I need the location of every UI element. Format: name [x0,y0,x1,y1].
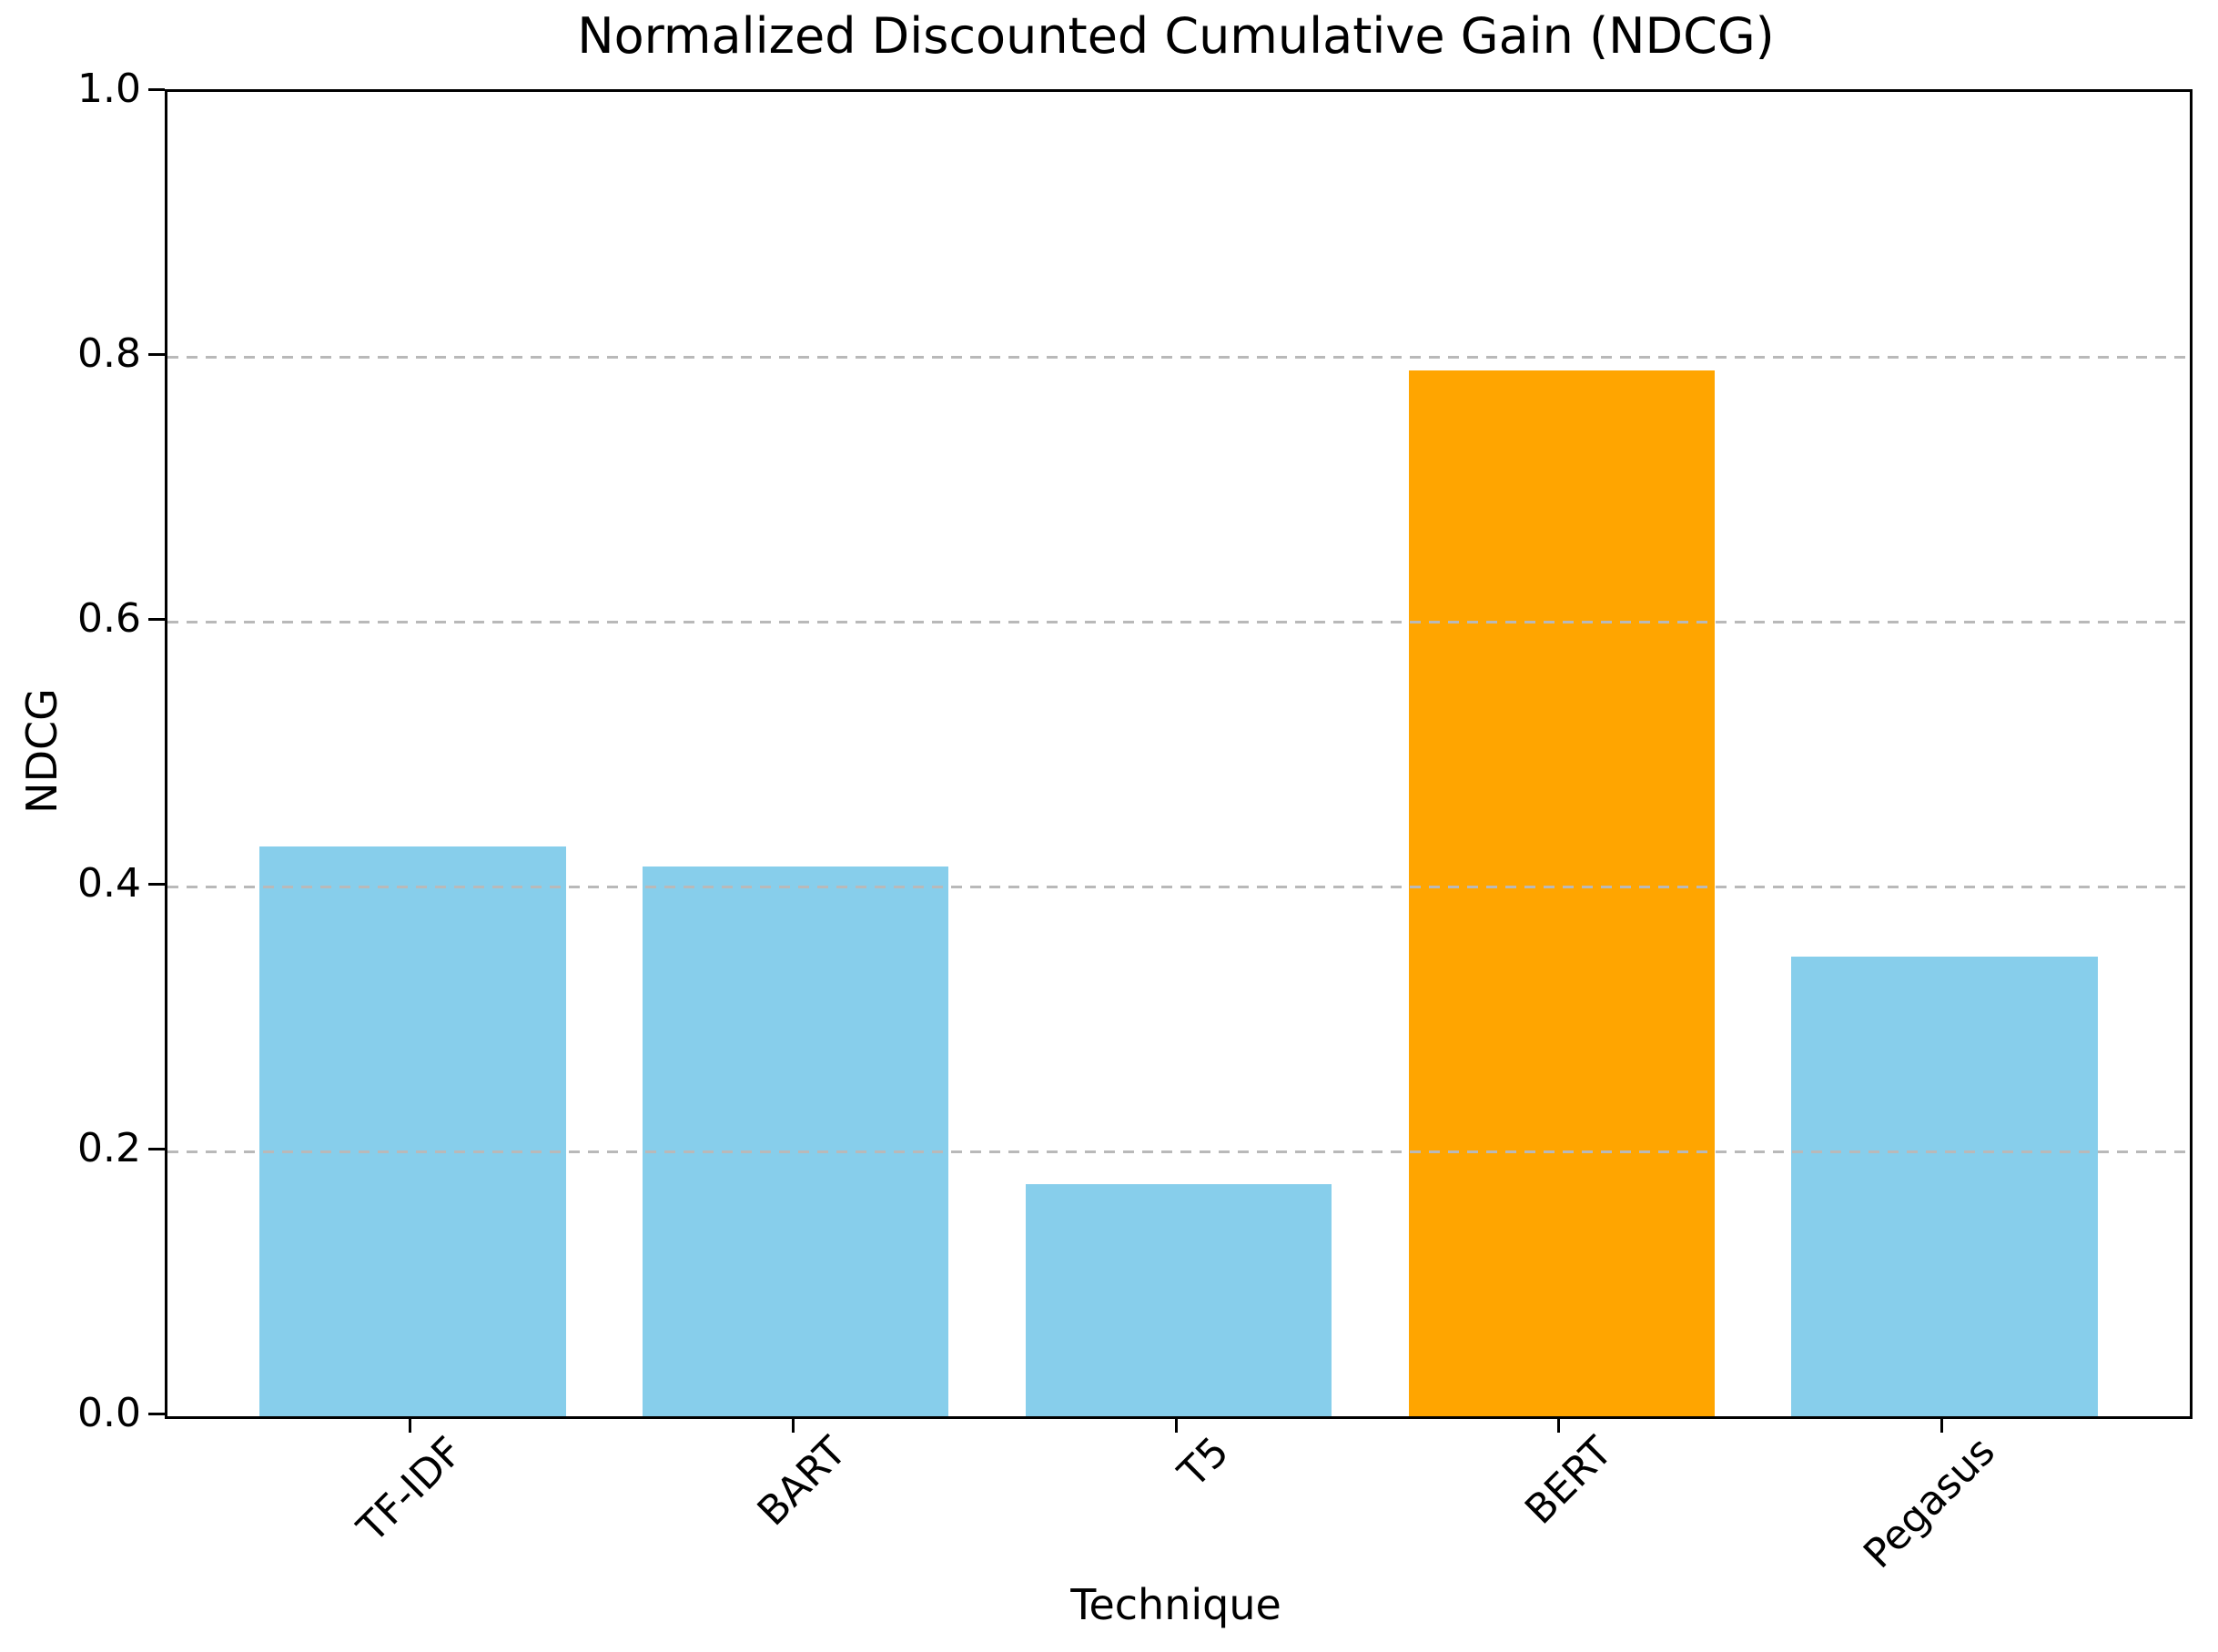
bar-t5 [1025,1184,1332,1416]
x-tick-label-bert: BERT [1515,1428,1622,1534]
x-tick-label-t5: T5 [1170,1428,1239,1497]
chart-title: Normalized Discounted Cumulative Gain (N… [577,7,1775,65]
plot-area [165,89,2193,1419]
bar-tfidf [259,846,566,1416]
y-tick-label-0.2: 0.2 [77,1125,141,1171]
x-tick-bert [1557,1416,1561,1433]
y-tick-0.4 [148,882,165,886]
gridline-0.6 [167,620,2190,623]
x-tick-label-tfidf: TF-IDF [349,1428,472,1552]
gridline-0.2 [167,1150,2190,1153]
y-tick-1.0 [148,87,165,91]
y-tick-0.0 [148,1412,165,1415]
y-tick-0.8 [148,352,165,356]
y-tick-label-0.6: 0.6 [77,595,141,642]
x-tick-label-bart: BART [748,1428,856,1535]
y-tick-label-1.0: 1.0 [77,66,141,112]
y-tick-label-0.8: 0.8 [77,330,141,377]
gridline-0.8 [167,355,2190,359]
y-tick-label-0.4: 0.4 [77,860,141,907]
x-tick-tfidf [408,1416,411,1433]
x-axis-label: Technique [1070,1580,1281,1629]
x-tick-bart [791,1416,795,1433]
bar-pegasus [1791,957,2098,1416]
x-tick-t5 [1174,1416,1178,1433]
y-axis-label: NDCG [17,688,66,814]
x-tick-pegasus [1940,1416,1944,1433]
x-tick-label-pegasus: Pegasus [1855,1428,2004,1577]
y-tick-label-0.0: 0.0 [77,1390,141,1436]
y-tick-0.2 [148,1147,165,1150]
gridline-0.4 [167,885,2190,888]
bar-bert [1408,370,1716,1416]
bar-bart [642,867,949,1416]
y-tick-0.6 [148,617,165,621]
